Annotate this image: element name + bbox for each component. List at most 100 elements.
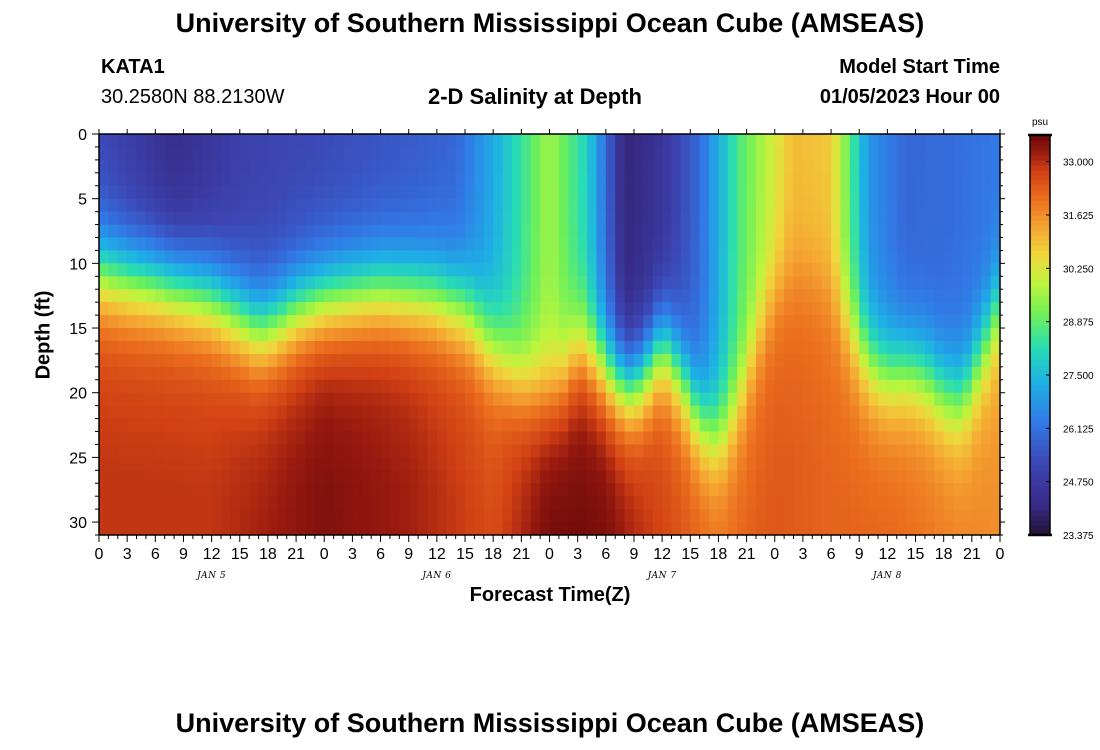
heatmap-cell [812, 134, 823, 148]
heatmap-cell [436, 289, 447, 303]
heatmap-cell [427, 366, 438, 381]
heatmap-cell [493, 496, 504, 510]
heatmap-cell [877, 315, 888, 329]
heatmap-cell [774, 289, 785, 303]
heatmap-cell [380, 392, 391, 407]
heatmap-cell [164, 522, 175, 535]
heatmap-cell [502, 224, 513, 239]
heatmap-cell [474, 470, 485, 484]
heatmap-cell [802, 340, 813, 355]
heatmap-cell [286, 496, 297, 510]
heatmap-cell [192, 405, 203, 420]
heatmap-cell [802, 172, 813, 187]
heatmap-cell [915, 134, 926, 148]
heatmap-cell [765, 146, 776, 161]
heatmap-cell [737, 405, 748, 420]
heatmap-cell [953, 198, 964, 213]
heatmap-cell [202, 224, 213, 239]
heatmap-cell [953, 444, 964, 458]
heatmap-cell [727, 431, 738, 446]
heatmap-cell [802, 366, 813, 381]
heatmap-cell [333, 444, 344, 458]
heatmap-cell [371, 444, 382, 458]
heatmap-cell [493, 159, 504, 174]
heatmap-cell [211, 340, 222, 355]
heatmap-cell [915, 159, 926, 174]
heatmap-cell [755, 509, 766, 523]
heatmap-cell [924, 496, 935, 510]
heatmap-cell [990, 211, 1000, 226]
heatmap-cell [877, 211, 888, 226]
heatmap-cell [183, 146, 194, 161]
y-tick-label: 10 [69, 256, 87, 273]
colorbar-segment [1030, 165, 1050, 171]
heatmap-cell [192, 483, 203, 497]
heatmap-cell [389, 134, 400, 148]
heatmap-cell [530, 302, 541, 316]
heatmap-cell [906, 250, 917, 264]
heatmap-cell [849, 276, 860, 290]
heatmap-cell [540, 211, 551, 226]
heatmap-cell [549, 250, 560, 264]
heatmap-cell [361, 250, 372, 264]
heatmap-cell [746, 302, 757, 316]
heatmap-cell [549, 470, 560, 484]
heatmap-cell [709, 211, 720, 226]
heatmap-cell [183, 366, 194, 381]
heatmap-cell [117, 431, 128, 446]
heatmap-cell [465, 392, 476, 407]
heatmap-cell [727, 522, 738, 535]
heatmap-cell [615, 353, 626, 368]
heatmap-cell [755, 353, 766, 368]
heatmap-cell [953, 172, 964, 187]
heatmap-cell [389, 198, 400, 213]
heatmap-cell [221, 250, 231, 264]
date-label: JAN 8 [871, 571, 902, 581]
heatmap-cell [164, 276, 175, 290]
heatmap-cell [258, 366, 269, 381]
heatmap-cell [239, 237, 250, 252]
heatmap-cell [718, 483, 729, 497]
heatmap-cell [990, 340, 1000, 355]
heatmap-cell [267, 522, 278, 535]
heatmap-cell [990, 289, 1000, 303]
heatmap-cell [333, 340, 344, 355]
heatmap-cell [211, 431, 222, 446]
heatmap-cell [793, 392, 804, 407]
heatmap-cell [164, 509, 175, 523]
heatmap-cell [455, 431, 466, 446]
heatmap-cell [624, 159, 635, 174]
heatmap-cell [493, 198, 504, 213]
heatmap-cell [784, 134, 795, 148]
heatmap-cell [436, 522, 447, 535]
heatmap-cell [624, 172, 635, 187]
heatmap-cell [221, 185, 231, 200]
heatmap-cell [915, 522, 926, 535]
heatmap-cell [249, 483, 260, 497]
heatmap-cell [267, 431, 278, 446]
heatmap-cell [633, 198, 644, 213]
heatmap-cell [202, 263, 213, 277]
colorbar-segment [1030, 430, 1050, 436]
heatmap-cell [230, 405, 241, 420]
heatmap-cell [765, 483, 776, 497]
heatmap-cell [117, 328, 128, 342]
heatmap-cell [192, 302, 203, 316]
heatmap-cell [465, 185, 476, 200]
heatmap-cell [887, 328, 898, 342]
heatmap-cell [577, 470, 588, 484]
heatmap-cell [202, 522, 213, 535]
heatmap-cell [127, 418, 138, 433]
heatmap-cell [183, 379, 194, 394]
heatmap-cell [605, 340, 616, 355]
heatmap-cell [643, 483, 654, 497]
heatmap-cell [821, 198, 832, 213]
heatmap-cell [511, 328, 522, 342]
heatmap-cell [408, 315, 419, 329]
heatmap-cell [511, 457, 522, 471]
heatmap-cell [108, 198, 119, 213]
heatmap-cell [502, 353, 513, 368]
heatmap-cell [953, 237, 964, 252]
footer-title: University of Southern Mississippi Ocean… [175, 708, 925, 738]
heatmap-cell [192, 211, 203, 226]
